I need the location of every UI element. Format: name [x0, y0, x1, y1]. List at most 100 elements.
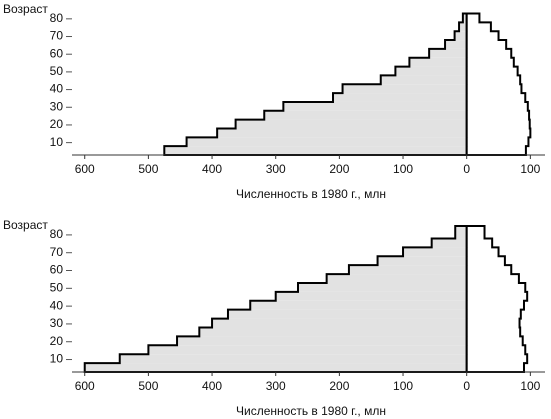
- bar: [466, 282, 526, 292]
- x-tick-label: 200: [329, 162, 349, 176]
- bar: [148, 345, 467, 355]
- bar: [199, 327, 467, 337]
- y-tick-label: 60: [50, 263, 64, 277]
- bar: [466, 66, 518, 76]
- bar: [275, 291, 467, 301]
- bar: [431, 238, 467, 248]
- x-tick-label: 0: [463, 379, 470, 393]
- bar: [455, 226, 467, 239]
- outline: [83, 225, 468, 373]
- bar: [459, 22, 467, 32]
- y-tick-label: 40: [50, 82, 64, 96]
- bar: [454, 31, 467, 41]
- y-tick-label: 10: [50, 135, 64, 149]
- bar: [466, 291, 528, 301]
- bar: [466, 247, 499, 257]
- bar: [466, 274, 519, 283]
- bar: [466, 146, 526, 155]
- bar: [466, 256, 505, 266]
- x-tick-label: 100: [393, 162, 413, 176]
- y-tick-label: 60: [50, 46, 64, 60]
- bar: [264, 110, 467, 120]
- bar: [466, 238, 493, 248]
- x-tick-label: 600: [75, 162, 95, 176]
- x-tick-label: 400: [202, 379, 222, 393]
- bar: [342, 84, 467, 94]
- bar: [84, 363, 467, 372]
- x-tick-label: 200: [329, 379, 349, 393]
- bar: [466, 354, 528, 364]
- y-tick-label: 50: [50, 64, 64, 78]
- bar: [333, 93, 467, 102]
- x-tick-label: 500: [138, 379, 158, 393]
- bar: [466, 265, 512, 275]
- bar: [462, 13, 467, 23]
- x-axis-title: Численность в 1980 г., млн: [236, 187, 386, 201]
- x-tick-label: 400: [202, 162, 222, 176]
- bar: [466, 110, 530, 120]
- bar: [119, 354, 467, 364]
- y-tick-label: 50: [50, 280, 64, 294]
- y-tick-label: 80: [50, 227, 64, 241]
- outline: [465, 12, 532, 156]
- bar: [466, 128, 531, 138]
- y-axis-title: Возраст: [3, 2, 48, 16]
- bar: [466, 48, 512, 58]
- bar: [466, 336, 523, 346]
- bar: [283, 101, 467, 111]
- bar: [466, 93, 526, 102]
- x-tick-label: 0: [463, 162, 470, 176]
- bar: [466, 226, 485, 239]
- bar: [177, 336, 467, 346]
- bar: [466, 327, 521, 337]
- x-tick-label: 300: [266, 379, 286, 393]
- bar: [250, 300, 467, 310]
- x-tick-label: 600: [75, 379, 95, 393]
- bar: [466, 318, 520, 328]
- bar: [466, 75, 521, 85]
- bar: [466, 300, 524, 310]
- bar: [186, 137, 467, 147]
- bar: [466, 57, 514, 67]
- bar: [326, 274, 467, 283]
- bar: [227, 309, 467, 319]
- bar: [466, 40, 507, 49]
- bar: [164, 146, 467, 155]
- bar: [395, 66, 467, 76]
- bar: [403, 247, 467, 257]
- bar: [466, 137, 529, 147]
- y-tick-label: 40: [50, 298, 64, 312]
- bar: [212, 318, 467, 328]
- y-tick-label: 20: [50, 117, 64, 131]
- bar: [466, 119, 530, 129]
- y-tick-label: 10: [50, 352, 64, 366]
- y-axis-title: Возраст: [3, 218, 48, 232]
- x-tick-label: 100: [520, 162, 540, 176]
- bar: [380, 75, 467, 85]
- bar: [466, 22, 491, 32]
- bar: [235, 119, 467, 129]
- x-tick-label: 300: [266, 162, 286, 176]
- y-tick-label: 30: [50, 99, 64, 113]
- y-tick-label: 80: [50, 11, 64, 25]
- bar: [409, 57, 467, 67]
- x-axis-title: Численность в 1980 г., млн: [236, 404, 386, 418]
- x-tick-label: 100: [520, 379, 540, 393]
- bar: [377, 256, 467, 266]
- y-tick-label: 20: [50, 334, 64, 348]
- bar: [466, 363, 524, 372]
- bar: [348, 265, 467, 275]
- y-tick-label: 70: [50, 245, 64, 259]
- bar: [466, 309, 521, 319]
- bar: [429, 48, 467, 58]
- x-tick-label: 500: [138, 162, 158, 176]
- bar: [217, 128, 467, 138]
- bar: [466, 13, 480, 23]
- y-tick-label: 30: [50, 316, 64, 330]
- bar: [297, 282, 467, 292]
- bar: [466, 101, 528, 111]
- outline: [163, 12, 468, 156]
- bar: [466, 84, 522, 94]
